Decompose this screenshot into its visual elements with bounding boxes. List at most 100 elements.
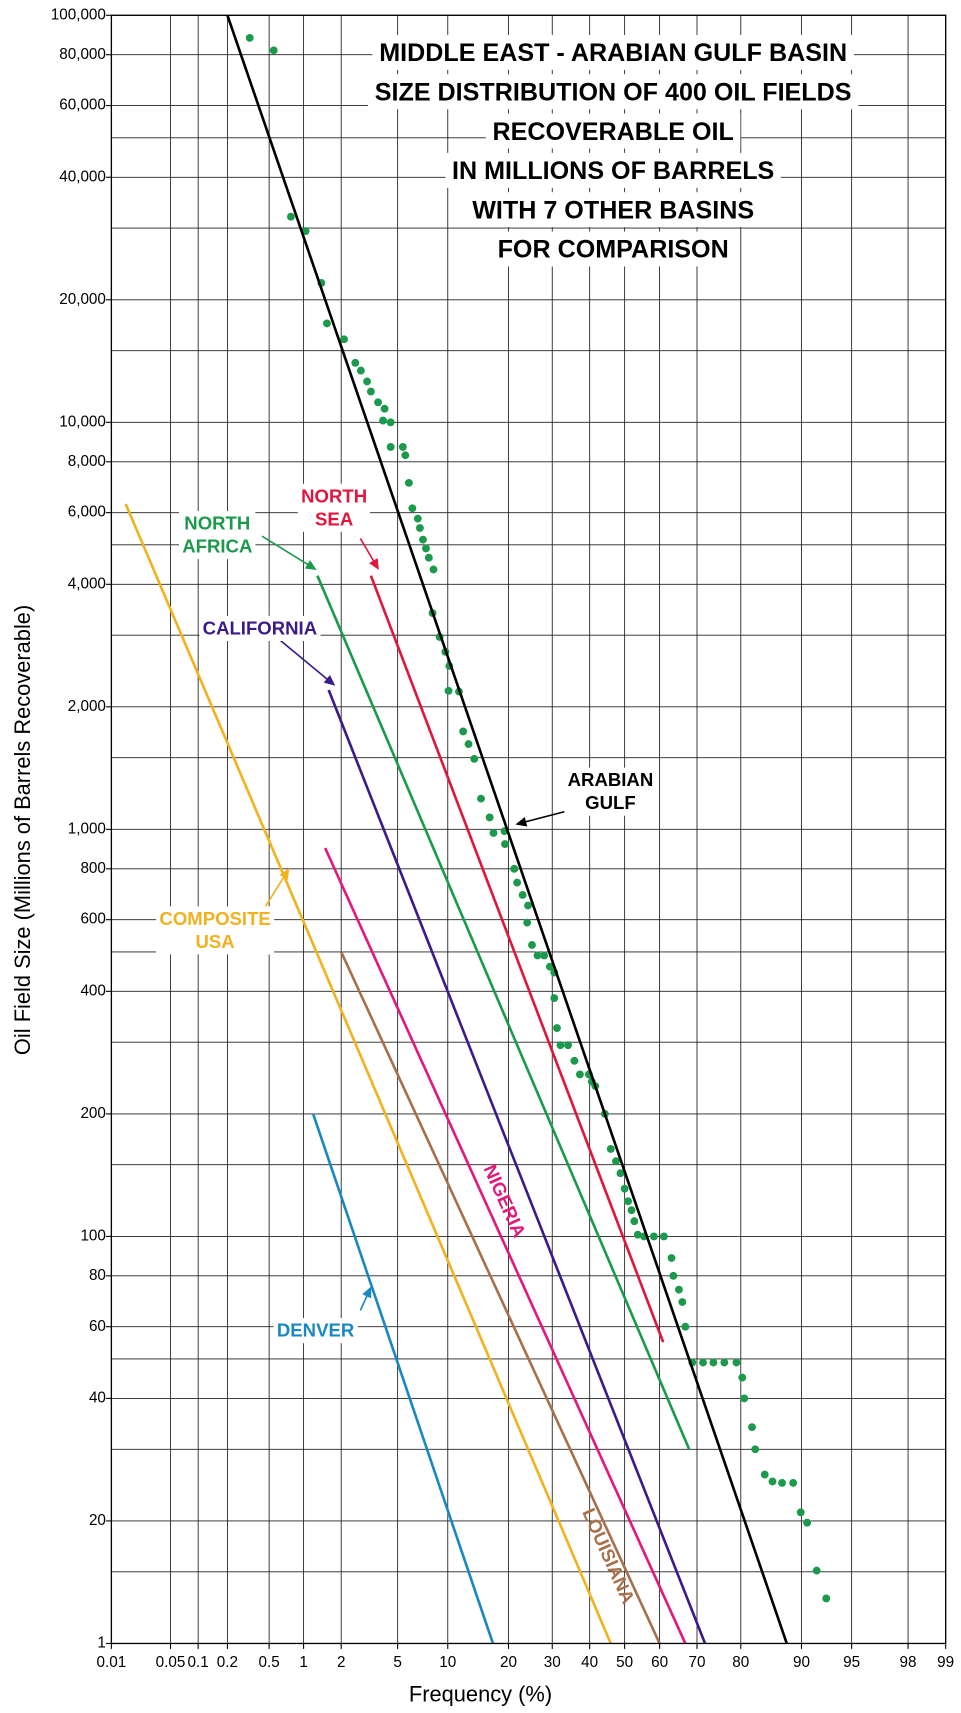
series-line: [323, 847, 687, 1645]
data-point: [477, 794, 485, 803]
data-point: [627, 1206, 636, 1215]
label-arrowhead: [323, 675, 336, 686]
data-point: [748, 1423, 756, 1432]
data-point: [740, 1394, 749, 1403]
series-line: [311, 1113, 495, 1644]
data-point: [699, 1358, 707, 1367]
series-line: [124, 503, 612, 1644]
data-point: [540, 951, 549, 960]
y-tick-label: 1,000: [68, 820, 106, 837]
series-label: CALIFORNIA: [199, 615, 321, 642]
data-point: [245, 33, 254, 42]
data-point: [768, 1477, 777, 1486]
series-label: DENVER: [273, 1318, 358, 1344]
y-tick-label: 60,000: [59, 97, 106, 114]
label-arrow: [277, 638, 330, 681]
data-point: [459, 727, 468, 736]
data-point: [545, 962, 554, 971]
chart-title-line: IN MILLIONS OF BARRELS: [445, 152, 781, 188]
data-point: [501, 840, 509, 849]
label-arrow: [523, 809, 571, 824]
x-tick-label: 95: [843, 1654, 860, 1671]
data-point: [404, 478, 413, 487]
y-tick-label: 600: [80, 911, 105, 928]
title-line-row: WITH 7 OTHER BASINS: [311, 192, 915, 231]
y-tick-label: 6,000: [68, 504, 106, 521]
x-tick-label: 80: [732, 1654, 749, 1671]
series-label: NORTH SEA: [297, 483, 371, 532]
series-label: NORTH AFRICA: [178, 511, 256, 560]
label-arrowhead: [369, 558, 379, 571]
series-line: [226, 14, 789, 1644]
data-point: [789, 1478, 798, 1487]
y-tick-label: 10,000: [59, 413, 106, 430]
label-arrow: [359, 537, 376, 563]
x-axis-label: Frequency (%): [408, 1682, 553, 1707]
data-point: [720, 1358, 729, 1367]
data-point: [415, 524, 424, 532]
data-point: [778, 1478, 786, 1487]
data-point: [323, 319, 331, 328]
label-arrowhead: [515, 816, 528, 827]
data-point: [533, 951, 542, 960]
x-tick-label: 0.1: [188, 1654, 209, 1671]
data-point: [659, 1232, 668, 1241]
data-point: [301, 227, 310, 236]
data-point: [570, 1056, 579, 1065]
x-tick-label: 99: [937, 1654, 954, 1671]
data-point: [681, 1322, 690, 1331]
data-point: [524, 901, 532, 910]
data-point: [760, 1470, 769, 1479]
y-tick-label: 80,000: [59, 46, 106, 63]
title-line-row: IN MILLIONS OF BARRELS: [311, 152, 915, 192]
data-point: [553, 1024, 561, 1032]
label-arrowhead: [362, 1286, 372, 1299]
label-arrow: [261, 535, 310, 567]
data-point: [523, 918, 532, 927]
y-tick-label: 100,000: [51, 6, 106, 23]
y-tick-label: 1: [97, 1634, 106, 1651]
data-point: [366, 387, 375, 396]
data-point: [528, 941, 536, 949]
x-tick-label: 40: [581, 1654, 598, 1671]
data-point: [351, 358, 360, 367]
x-tick-label: 5: [393, 1654, 401, 1671]
data-point: [612, 1157, 620, 1166]
y-tick-label: 60: [89, 1318, 106, 1335]
chart-title-line: FOR COMPARISON: [491, 231, 736, 267]
x-tick-label: 50: [616, 1654, 633, 1671]
y-tick-label: 800: [80, 860, 105, 877]
data-point: [564, 1041, 573, 1050]
chart-title-line: WITH 7 OTHER BASINS: [465, 192, 761, 228]
data-point: [470, 754, 479, 763]
data-point: [408, 504, 417, 513]
data-point: [678, 1298, 687, 1306]
x-tick-label: 98: [900, 1654, 917, 1671]
data-point: [669, 1271, 678, 1280]
data-point: [398, 443, 407, 451]
data-point: [269, 46, 278, 55]
data-point: [513, 878, 522, 887]
data-point: [485, 813, 494, 822]
chart-title: MIDDLE EAST - ARABIAN GULF BASIN SIZE DIS…: [311, 34, 915, 271]
series-line: [316, 575, 691, 1450]
label-arrowhead: [304, 560, 317, 571]
data-point: [379, 416, 387, 425]
x-tick-label: 2: [337, 1654, 346, 1671]
y-tick-label: 40,000: [59, 168, 106, 185]
data-point: [424, 553, 433, 562]
data-point: [751, 1445, 760, 1454]
data-point: [380, 404, 389, 413]
y-tick-label: 2,000: [68, 698, 106, 715]
label-arrowhead: [279, 868, 290, 881]
data-point: [386, 443, 395, 451]
data-point: [518, 891, 527, 899]
y-axis-label: Oil Field Size (Millions of Barrels Reco…: [11, 604, 36, 1056]
data-point: [738, 1373, 747, 1382]
x-tick-label: 90: [793, 1654, 810, 1671]
data-point: [386, 418, 395, 427]
data-point: [419, 535, 427, 544]
x-tick-label: 60: [651, 1654, 668, 1671]
